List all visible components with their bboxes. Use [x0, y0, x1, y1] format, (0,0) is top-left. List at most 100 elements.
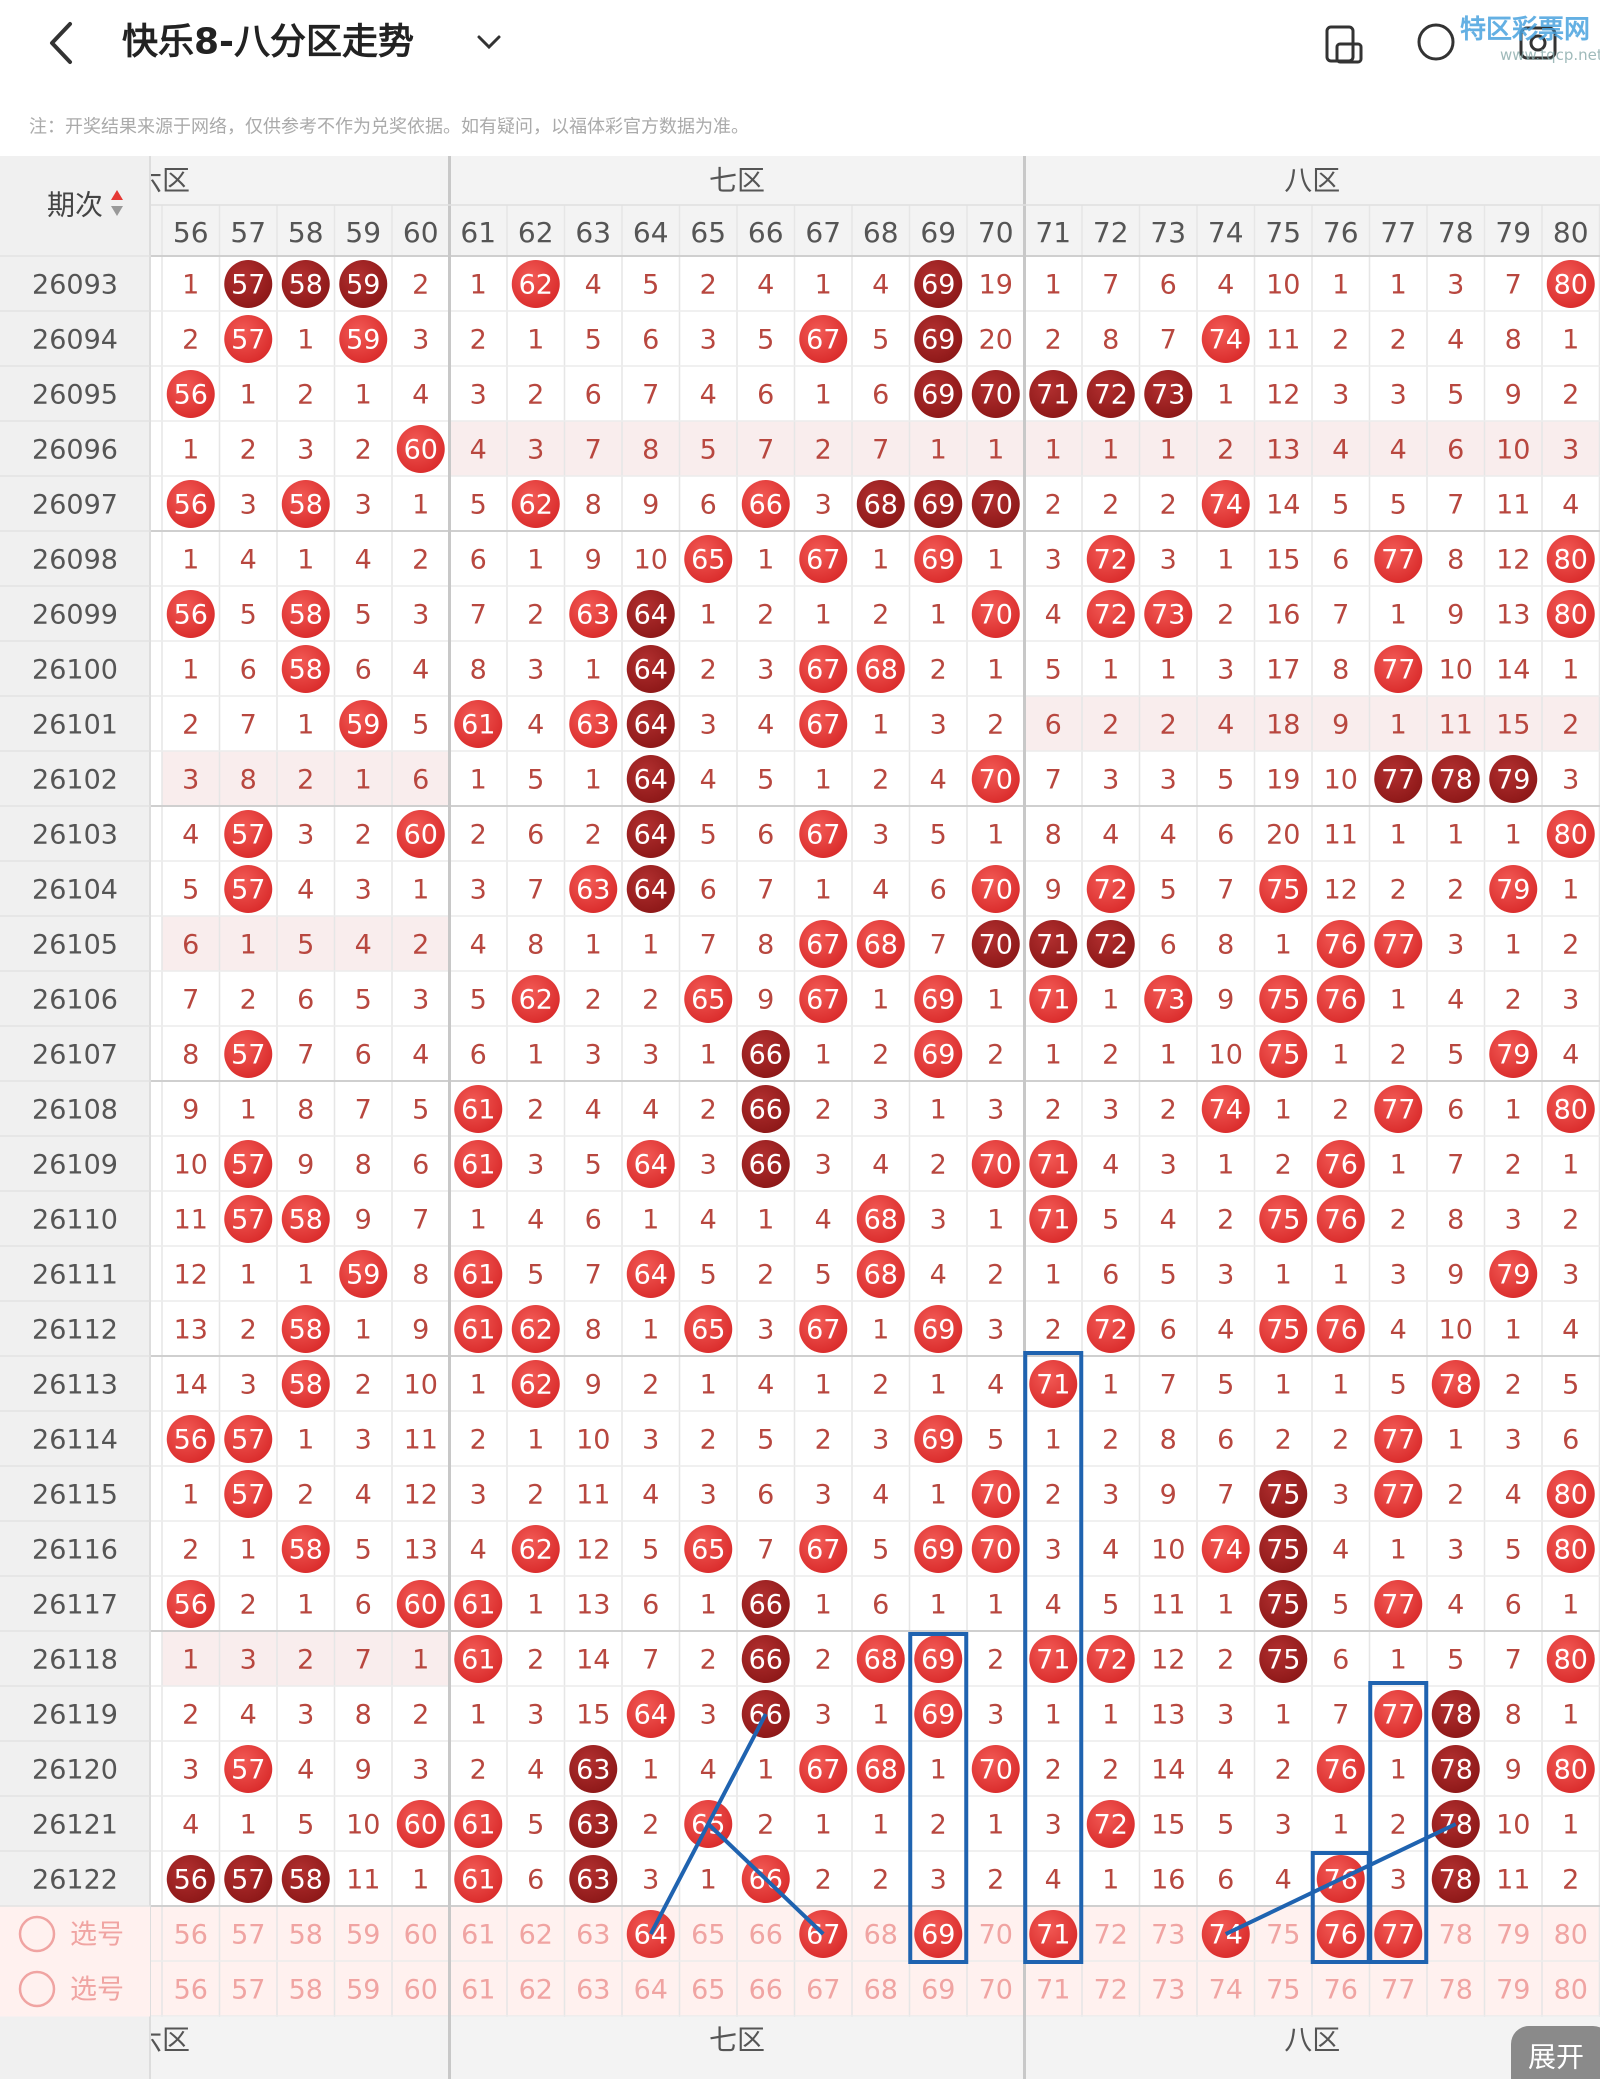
cell-number: 1 [182, 435, 199, 466]
column-header: 56 [173, 216, 209, 249]
ball-number: 73 [1151, 600, 1185, 631]
period: 26093 [32, 270, 118, 301]
column-header: 58 [288, 216, 324, 249]
cell-number: 3 [987, 1095, 1004, 1126]
hit-ball [1316, 1745, 1365, 1793]
cell-number: 3 [930, 710, 947, 741]
cell-number: 1 [815, 765, 832, 796]
cell-number: 2 [1275, 1755, 1292, 1786]
refresh-icon[interactable] [1417, 23, 1455, 61]
ball-number: 57 [231, 1755, 265, 1786]
cell-number: 72 [1094, 1975, 1128, 2006]
cell-number: 3 [1160, 545, 1177, 576]
ball-number: 66 [749, 1645, 783, 1676]
ball-number: 80 [1554, 545, 1588, 576]
cell-number: 5 [355, 985, 372, 1016]
period: 26104 [32, 875, 118, 906]
hit-ball [684, 535, 733, 583]
cell-number: 1 [700, 1370, 717, 1401]
cell-number: 2 [412, 545, 429, 576]
cell-number: 5 [930, 820, 947, 851]
hit-ball [914, 1525, 963, 1573]
cell-number: 1 [1505, 1095, 1522, 1126]
ball-number: 77 [1381, 765, 1415, 796]
cell-number: 2 [872, 765, 889, 796]
cell-number: 3 [1390, 1865, 1407, 1896]
cell-number: 8 [1447, 1205, 1464, 1236]
cell-number: 61 [461, 1920, 495, 1951]
repeat-ball [741, 1580, 790, 1628]
hit-ball [511, 1305, 560, 1353]
ball-number: 64 [634, 710, 668, 741]
cell-number: 1 [1562, 325, 1579, 356]
back-button[interactable] [50, 22, 72, 64]
cell-number: 2 [355, 820, 372, 851]
cell-number: 1 [987, 1205, 1004, 1236]
cell-number: 3 [527, 1150, 544, 1181]
ball-number: 69 [921, 490, 955, 521]
ball-number: 56 [174, 1865, 208, 1896]
hit-ball [1374, 1470, 1423, 1518]
cell-number: 1 [1447, 1425, 1464, 1456]
cell-number: 1 [1562, 1700, 1579, 1731]
ball-number: 68 [864, 930, 898, 961]
ball-number: 62 [519, 1315, 553, 1346]
repeat-ball [1259, 1470, 1308, 1518]
cell-number: 58 [289, 1920, 323, 1951]
cell-number: 76 [1324, 1975, 1358, 2006]
cell-number: 6 [470, 545, 487, 576]
cell-number: 1 [987, 985, 1004, 1016]
cell-number: 1 [1045, 270, 1062, 301]
cell-number: 5 [1390, 1370, 1407, 1401]
cell-number: 3 [412, 600, 429, 631]
cell-number: 17 [1266, 655, 1300, 686]
cell-number: 1 [1332, 1260, 1349, 1291]
ball-number: 57 [231, 325, 265, 356]
cell-number: 5 [355, 1535, 372, 1566]
repeat-ball [1431, 1855, 1480, 1903]
cell-number: 1 [240, 380, 257, 411]
ball-number: 60 [404, 820, 438, 851]
cell-number: 3 [872, 820, 889, 851]
ball-number: 65 [691, 985, 725, 1016]
cell-number: 5 [1217, 765, 1234, 796]
ball-number: 71 [1036, 380, 1070, 411]
cell-number: 7 [642, 380, 659, 411]
cell-number: 1 [297, 325, 314, 356]
cell-number: 2 [930, 1810, 947, 1841]
hit-ball [914, 1635, 963, 1683]
cell-number: 3 [987, 1315, 1004, 1346]
cell-number: 3 [815, 1150, 832, 1181]
cell-number: 2 [1217, 600, 1234, 631]
hit-ball [1259, 975, 1308, 1023]
column-header: 77 [1380, 216, 1416, 249]
ball-number: 77 [1381, 655, 1415, 686]
column-header: 80 [1553, 216, 1589, 249]
cell-number: 3 [1160, 1150, 1177, 1181]
hit-ball [1086, 1635, 1135, 1683]
hit-ball [1029, 1635, 1078, 1683]
expand-button[interactable] [1511, 2026, 1600, 2079]
cell-number: 7 [585, 435, 602, 466]
cell-number: 10 [1324, 765, 1358, 796]
ball-number: 57 [231, 1480, 265, 1511]
cell-number: 3 [1390, 380, 1407, 411]
cell-number: 18 [1266, 710, 1300, 741]
ball-number: 78 [1439, 1700, 1473, 1731]
title-dropdown[interactable] [477, 35, 501, 50]
cell-number: 3 [1447, 930, 1464, 961]
cell-number: 59 [346, 1975, 380, 2006]
period: 26116 [32, 1535, 118, 1566]
cell-number: 1 [642, 1755, 659, 1786]
hit-ball [396, 425, 445, 473]
cell-number: 3 [700, 710, 717, 741]
cell-number: 1 [987, 820, 1004, 851]
switch-icon[interactable] [1325, 25, 1363, 64]
cell-number: 6 [1447, 1095, 1464, 1126]
cell-number: 5 [1217, 1370, 1234, 1401]
cell-number: 8 [297, 1095, 314, 1126]
settings-icon[interactable] [1519, 26, 1557, 60]
ball-number: 78 [1439, 765, 1473, 796]
cell-number: 5 [527, 1810, 544, 1841]
hit-ball [799, 1305, 848, 1353]
